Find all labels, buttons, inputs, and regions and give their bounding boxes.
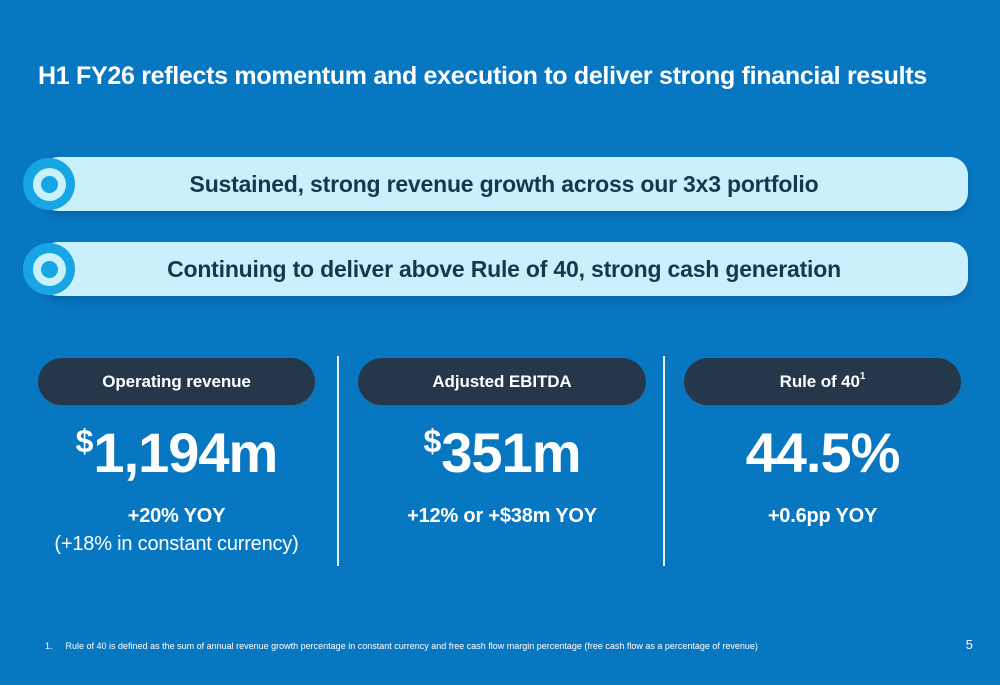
currency-symbol: $ [75,423,94,459]
vertical-divider [337,356,339,566]
metric-subtext: +12% or +$38m YOY [358,502,646,530]
metric-card-rule-of-40: Rule of 401 44.5% +0.6pp YOY [684,358,961,530]
metric-value: 44.5% [745,421,901,484]
metric-card-operating-revenue: Operating revenue $1,194m +20% YOY (+18%… [38,358,315,558]
bullseye-dot [40,175,58,193]
footnote-text: Rule of 40 is defined as the sum of annu… [65,641,758,651]
yoy-change: +0.6pp YOY [767,504,878,527]
banner-revenue-growth: Sustained, strong revenue growth across … [23,157,968,211]
bullseye-icon [23,158,75,210]
bullseye-dot [40,260,58,278]
metric-header-pill: Rule of 401 [684,358,961,406]
metric-header-pill: Adjusted EBITDA [358,358,646,406]
page-title: H1 FY26 reflects momentum and execution … [38,62,927,90]
page-number: 5 [965,637,973,652]
metric-header-pill: Operating revenue [38,358,315,406]
yoy-change: +20% YOY [127,504,226,527]
metric-value: $1,194m [75,421,279,484]
currency-symbol: $ [423,423,442,459]
footnote: 1. Rule of 40 is defined as the sum of a… [45,641,758,651]
yoy-change: +12% or +$38m YOY [407,504,597,527]
metric-card-adjusted-ebitda: Adjusted EBITDA $351m +12% or +$38m YOY [358,358,646,530]
footnote-reference: 1 [859,370,866,382]
bullseye-ring [32,252,66,286]
footnote-marker: 1. [45,641,53,651]
constant-currency-note: (+18% in constant currency) [54,532,299,555]
banner-rule-of-40: Continuing to deliver above Rule of 40, … [23,242,968,296]
banner-text: Continuing to deliver above Rule of 40, … [167,255,841,282]
banner-text: Sustained, strong revenue growth across … [189,170,819,197]
metric-subtext: +20% YOY (+18% in constant currency) [38,502,315,558]
metric-label: Operating revenue [102,371,251,391]
metric-label: Rule of 401 [779,370,866,391]
bullseye-ring [32,167,66,201]
metric-label: Adjusted EBITDA [432,371,572,391]
metric-subtext: +0.6pp YOY [684,502,961,530]
vertical-divider [663,356,665,566]
bullseye-icon [23,243,75,295]
metric-value: $351m [423,421,581,484]
